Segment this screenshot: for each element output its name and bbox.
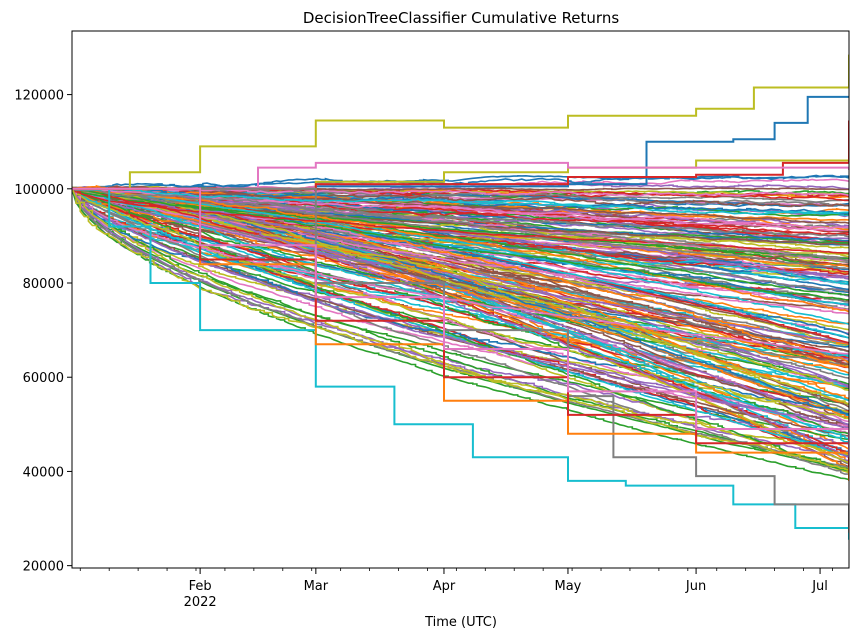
y-tick-label: 60000 — [23, 371, 64, 386]
series-cyan-low — [72, 187, 849, 540]
series-line — [72, 188, 849, 437]
series-red-high — [72, 120, 849, 190]
series-line — [72, 189, 849, 421]
series-line — [72, 188, 849, 358]
series-line — [72, 188, 849, 260]
series-line — [72, 174, 849, 191]
series-line — [72, 187, 849, 459]
x-tick-label: Feb — [189, 579, 212, 594]
x-tick-label: Apr — [433, 579, 456, 594]
plot-frame — [71, 30, 850, 569]
series-line — [72, 188, 849, 429]
series-gray-low — [72, 187, 849, 533]
series-line — [72, 188, 849, 388]
series-line — [72, 187, 849, 238]
y-tick-label: 100000 — [14, 183, 64, 198]
series-red-low — [72, 187, 849, 467]
series-line — [72, 187, 849, 198]
series-top — [72, 54, 849, 190]
x-tick-label: Jun — [685, 579, 706, 594]
series-line — [72, 187, 849, 315]
x-tick-label: Jul — [811, 579, 828, 594]
series-blue-high — [72, 95, 849, 190]
series-line — [72, 188, 849, 469]
series-line — [72, 188, 849, 387]
x-tick-label: May — [555, 579, 582, 594]
series-line — [72, 188, 849, 462]
y-tick-label: 20000 — [23, 560, 64, 575]
series-pink-high — [72, 161, 849, 190]
x-axis-label: Time (UTC) — [424, 615, 497, 630]
series-line — [72, 188, 849, 470]
series-line — [72, 188, 849, 472]
series-line — [72, 188, 849, 246]
series-layer — [72, 54, 849, 540]
series-pink-low — [72, 187, 849, 458]
series-orange-low — [72, 187, 849, 481]
series-line — [72, 188, 849, 224]
series-line — [72, 174, 849, 191]
series-line — [72, 187, 849, 229]
series-line — [72, 188, 849, 301]
x-tick-label: Mar — [304, 579, 329, 594]
series-line — [72, 188, 849, 263]
series-line — [72, 187, 849, 346]
series-line — [72, 188, 849, 391]
series-line — [72, 188, 849, 440]
series-line — [72, 187, 849, 254]
y-tick-label: 40000 — [23, 465, 64, 480]
y-tick-label: 120000 — [14, 89, 64, 104]
series-line — [72, 188, 849, 379]
series-line — [72, 188, 849, 458]
series-line — [72, 188, 849, 353]
y-tick-label: 80000 — [23, 277, 64, 292]
series-line — [72, 185, 849, 208]
series-line — [72, 189, 849, 427]
x-tick-sublabel: 2022 — [184, 595, 217, 610]
chart-title: DecisionTreeClassifier Cumulative Return… — [303, 9, 620, 27]
